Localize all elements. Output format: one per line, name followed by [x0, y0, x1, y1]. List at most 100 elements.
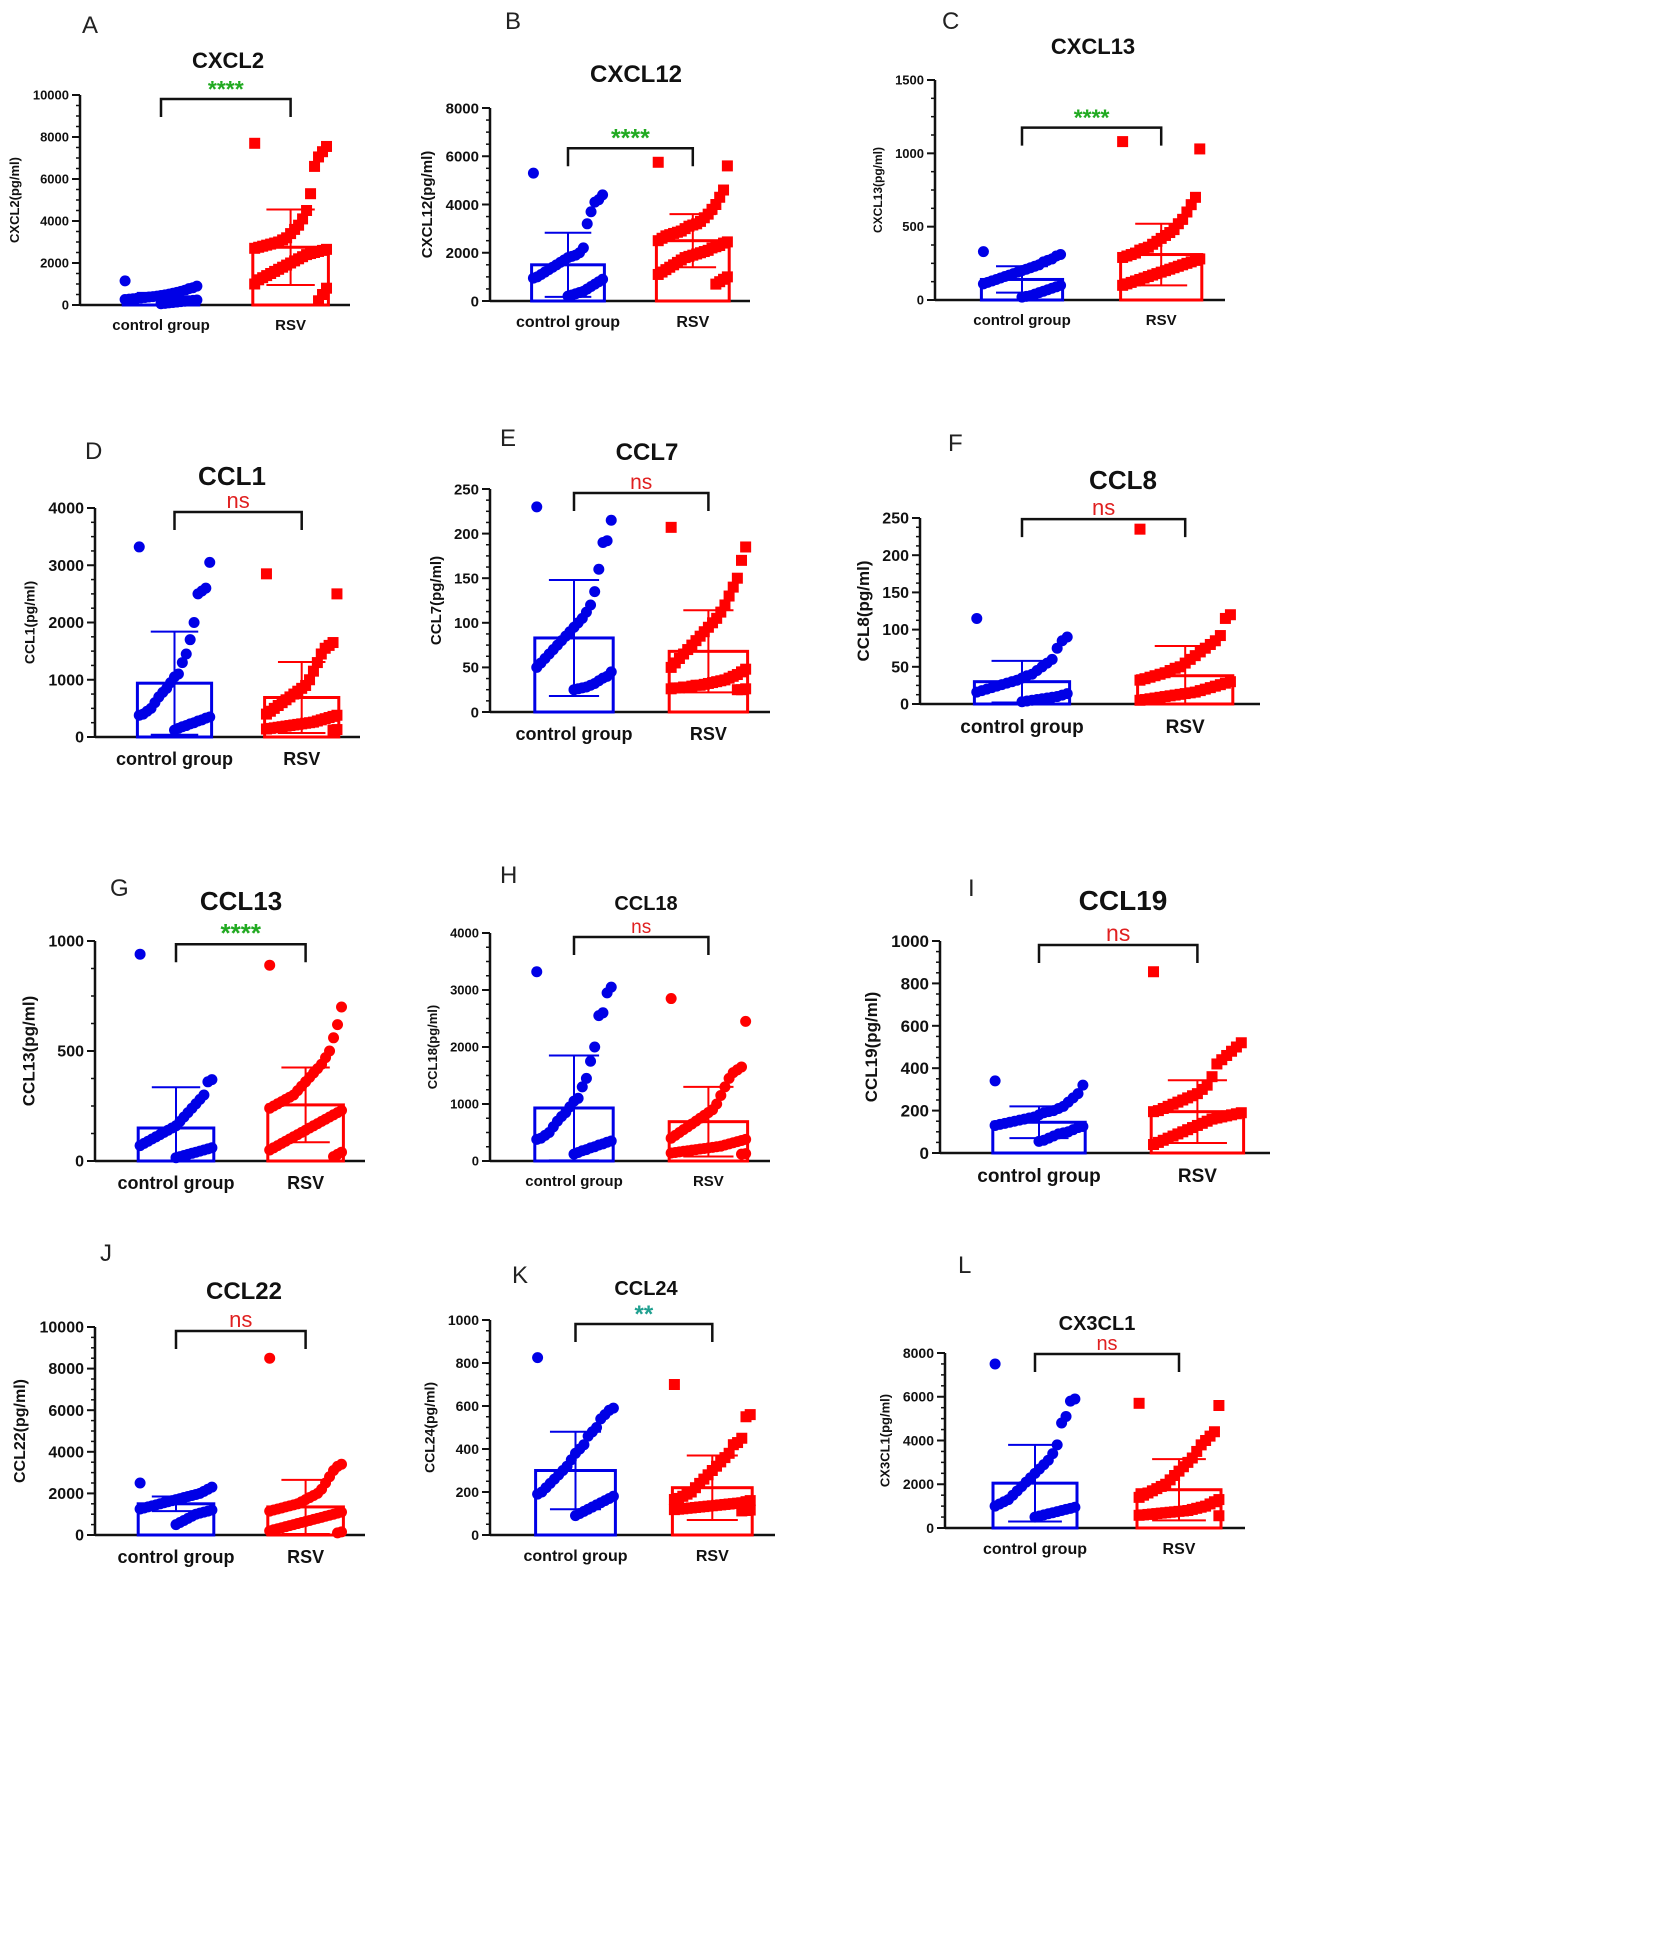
data-point [134, 948, 146, 960]
chart-title: CCL8 [1089, 465, 1157, 495]
series-control-group [133, 541, 216, 739]
category-label: RSV [275, 317, 306, 334]
data-point [332, 1019, 344, 1031]
data-point [668, 1504, 680, 1516]
series-rsv [665, 521, 752, 714]
data-point [1148, 1106, 1160, 1118]
y-tick-label: 600 [901, 1017, 929, 1036]
data-point [1056, 1417, 1068, 1429]
y-axis-label: CCL19(pg/ml) [862, 992, 881, 1103]
panel-letter: K [512, 1262, 529, 1289]
y-tick-label: 0 [471, 293, 479, 310]
data-point [977, 246, 989, 258]
y-tick-label: 0 [926, 1520, 934, 1536]
y-tick-label: 400 [456, 1441, 480, 1457]
data-point [307, 665, 319, 677]
data-point [527, 167, 539, 179]
y-tick-label: 2000 [48, 615, 84, 632]
y-tick-label: 800 [901, 974, 929, 993]
y-tick-label: 2000 [40, 256, 69, 271]
data-point [719, 599, 731, 611]
data-point [593, 563, 605, 575]
data-point [1185, 199, 1197, 211]
y-tick-label: 1000 [891, 932, 929, 951]
data-point [1117, 279, 1129, 291]
data-point [264, 1525, 276, 1537]
data-point [593, 1010, 605, 1022]
data-point [202, 1076, 214, 1088]
y-tick-label: 200 [454, 526, 479, 543]
data-point [665, 993, 677, 1005]
significance-label: ** [635, 1301, 654, 1328]
category-label: RSV [1146, 312, 1177, 329]
data-point [321, 282, 333, 294]
data-point [585, 206, 597, 218]
y-tick-label: 4000 [48, 501, 84, 518]
y-tick-label: 0 [917, 293, 924, 308]
data-point [971, 612, 983, 624]
data-point [313, 151, 325, 163]
data-point [531, 661, 543, 673]
y-tick-label: 4000 [903, 1432, 934, 1448]
data-point [1194, 143, 1206, 155]
data-point [1211, 1058, 1223, 1070]
chart-title: CCL1 [198, 461, 266, 491]
data-point [1195, 1439, 1207, 1451]
y-axis-label: CXCL12(pg/ml) [419, 151, 436, 259]
data-point [582, 1430, 594, 1442]
data-point [134, 1503, 146, 1515]
data-point [1016, 291, 1028, 303]
y-tick-label: 800 [456, 1355, 480, 1371]
data-point [989, 1075, 1001, 1087]
data-point [1206, 1071, 1218, 1083]
data-point [184, 634, 196, 646]
data-point [1134, 523, 1146, 535]
series-rsv [1133, 1397, 1225, 1530]
data-point [740, 1015, 752, 1027]
data-point [723, 1072, 735, 1084]
data-point [736, 1148, 748, 1160]
y-tick-label: 3000 [450, 983, 479, 998]
category-label: control group [112, 317, 210, 334]
data-point [264, 1352, 276, 1364]
significance-label: ns [630, 471, 652, 494]
category-label: RSV [696, 1548, 729, 1565]
series-control-group [531, 501, 617, 714]
y-tick-label: 50 [891, 659, 909, 676]
y-tick-label: 8000 [40, 130, 69, 145]
data-point [1213, 1510, 1225, 1522]
category-label: control group [973, 312, 1071, 329]
data-point [332, 1527, 344, 1539]
data-point [249, 242, 261, 254]
y-tick-label: 100 [882, 622, 909, 639]
data-point [570, 1510, 581, 1522]
series-control-group [134, 1477, 218, 1537]
data-point [305, 188, 317, 200]
significance-label: **** [221, 918, 262, 948]
data-point [134, 1140, 146, 1152]
y-tick-label: 50 [462, 660, 479, 677]
series-rsv [1134, 523, 1236, 706]
data-point [133, 709, 145, 721]
category-label: RSV [1166, 717, 1205, 738]
data-point [715, 606, 727, 618]
category-label: control group [516, 314, 620, 331]
category-label: control group [116, 749, 233, 769]
significance-bracket [173, 510, 303, 530]
y-tick-label: 0 [472, 1154, 479, 1169]
y-tick-label: 150 [882, 585, 909, 602]
data-point [1134, 694, 1146, 706]
chart-title: CX3CL1 [1059, 1313, 1136, 1335]
data-point [971, 686, 983, 698]
y-tick-label: 0 [75, 1154, 84, 1171]
y-tick-label: 1000 [450, 1097, 479, 1112]
data-point [1219, 612, 1231, 624]
category-label: control group [983, 1541, 1087, 1558]
data-point [328, 1151, 340, 1163]
y-axis-label: CCL22(pg/ml) [12, 1379, 29, 1483]
data-point [532, 1488, 544, 1500]
data-point [301, 205, 313, 216]
